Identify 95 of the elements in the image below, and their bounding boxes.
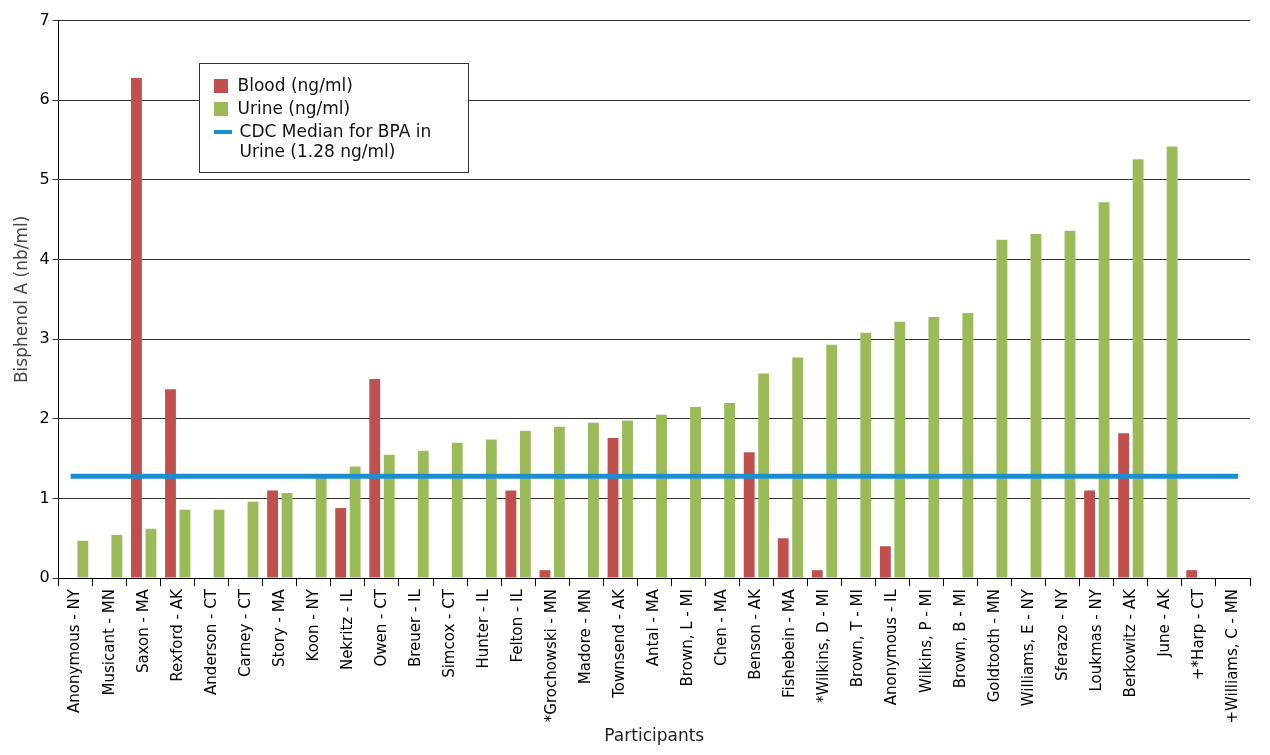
x-tick-label: Fishebein - MA [780,588,799,698]
x-tick-label: +*Harp - CT [1188,588,1207,680]
bar [383,454,395,578]
bar [165,389,176,578]
x-tick-label: *Grochowski - MN [542,589,561,723]
y-tick-label: 6 [39,89,50,109]
x-tick-label: Koon - NY [303,588,322,662]
x-tick-label: Felton - IL [508,588,527,663]
x-tick-label: Loukmas - NY [1086,588,1105,692]
bar [656,414,667,578]
bar [417,450,429,578]
bar [247,501,259,578]
x-tick-label: +Williams, C - MN [1222,589,1241,724]
x-tick-label: June - AK [1154,587,1173,658]
x-tick-label: Anderson - CT [201,588,220,695]
x-tick-label: Brown, B - MI [950,589,969,689]
bar [1186,570,1198,578]
bar [539,570,551,578]
bar [131,77,142,578]
x-tick-label: Owen - CT [371,588,390,667]
bar [179,509,191,578]
x-tick-label: Carney - CT [235,588,254,677]
x-tick-label: Brown, L - MI [678,589,697,687]
bar [1030,234,1042,578]
bar [369,379,381,578]
bar [860,332,872,578]
bar [1064,230,1076,578]
x-tick-label: Musicant - MN [99,589,118,696]
bar [145,528,157,578]
x-tick-label: Townsend - AK [610,587,629,699]
bar [111,535,123,578]
bar [213,509,225,578]
legend-label: Urine (ng/ml) [237,97,351,118]
bar [505,490,517,578]
bar [1098,202,1110,578]
x-tick-label: Madore - MN [576,589,595,685]
bar [267,490,279,578]
x-tick-label: Nekritz - IL [337,588,356,671]
x-tick-label: Hunter - IL [473,588,492,669]
bar [335,508,347,578]
x-tick-label: Anonymous - NY [65,588,84,713]
x-tick-label: Chen - MA [712,588,731,666]
bar [743,452,755,578]
bar [622,420,633,578]
y-tick-label: 1 [39,487,50,507]
bar [315,476,327,578]
bar [485,439,497,578]
x-tick-label: Williams, E - NY [1018,588,1037,707]
bar [811,570,823,578]
x-tick-label: Sferazo - NY [1052,588,1071,681]
bar [1132,159,1144,578]
y-tick-label: 5 [39,169,50,189]
y-axis-title: Bisphenol A (nb/ml) [10,215,31,384]
bar [1166,146,1178,578]
bar [588,422,599,578]
bar [758,373,770,578]
x-tick-label: Benson - AK [746,587,765,680]
legend-label: CDC Median for BPA in Urine (1.28 ng/ml) [239,120,433,161]
x-tick-label: Brown, T - MI [848,589,867,688]
bar [690,406,701,578]
x-tick-label: Rexford - AK [167,587,186,682]
x-tick-label: Simcox - CT [439,588,458,678]
x-tick-label: Goldtooth - MN [984,589,1003,703]
x-axis-title: Participants [604,725,705,746]
bar [879,546,891,578]
bar [77,540,89,578]
x-tick-label: Antal - MA [644,588,663,667]
bar [724,402,736,578]
bar [349,466,361,578]
y-tick-label: 2 [39,407,50,427]
y-tick-label: 0 [39,567,50,587]
x-tick-label: *Wilkins, D - MI [814,589,833,704]
bar [962,312,974,578]
bar [792,357,804,578]
y-tick-label: 4 [39,248,50,268]
x-tick-label: Story - MA [269,588,288,667]
y-tick-label: 7 [39,9,50,29]
bar [996,239,1008,578]
y-tick-label: 3 [39,328,50,348]
x-tick-label: Wilkins, P - MI [916,589,935,694]
bar [928,316,940,578]
bar [451,442,463,578]
bar [519,430,531,578]
legend-label: Blood (ng/ml) [237,74,353,95]
bar [1118,433,1130,578]
bar [1084,490,1096,578]
x-tick-label: Saxon - MA [133,588,152,674]
bar [826,344,838,578]
bar [777,538,789,578]
x-tick-label: Anonymous - IL [882,588,901,706]
x-tick-label: Breuer - IL [405,588,424,668]
bar [281,492,293,578]
x-tick-label: Berkowitz - AK [1120,587,1139,698]
bar [553,426,565,578]
bar [894,321,906,578]
